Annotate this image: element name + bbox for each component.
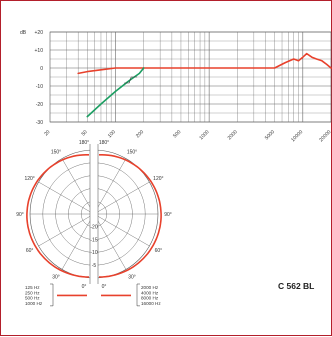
x-tick-label: 200 xyxy=(135,129,145,139)
angle-label-left: 0° xyxy=(82,284,87,290)
y-tick-label: +20 xyxy=(35,30,44,36)
filter-switch-symbol xyxy=(124,76,138,84)
y-tick-label: -30 xyxy=(36,120,43,126)
legend-label-left: 500 Hz xyxy=(25,296,40,301)
polar-spoke xyxy=(61,158,95,215)
polar-spoke xyxy=(38,213,95,247)
y-tick-label: -10 xyxy=(36,84,43,90)
y-tick-label: +10 xyxy=(35,48,44,54)
angle-label-left: 120° xyxy=(24,176,34,182)
x-tick-label: 100 xyxy=(107,129,117,139)
angle-label-right: 180° xyxy=(99,140,109,146)
legend-label-right: 2000 Hz xyxy=(141,285,159,290)
x-tick-label: 500 xyxy=(172,129,182,139)
db-unit-label: dB xyxy=(20,30,27,36)
legend-bracket-left xyxy=(50,283,54,307)
polar-spoke xyxy=(93,213,127,270)
angle-label-right: 150° xyxy=(127,150,137,156)
polar-spoke xyxy=(61,213,95,270)
angle-label-right: 120° xyxy=(153,176,163,182)
radial-tick-label: -15 xyxy=(90,237,97,243)
angle-label-left: 180° xyxy=(79,140,89,146)
legend-label-right: 8000 Hz xyxy=(141,296,159,301)
y-tick-label: 0 xyxy=(40,66,43,72)
polar-curve-left xyxy=(26,154,89,278)
polar-divider xyxy=(90,142,98,286)
polar-spoke xyxy=(38,181,95,215)
low-cut-curve xyxy=(86,67,145,118)
angle-label-left: 90° xyxy=(16,212,24,218)
angle-label-left: 60° xyxy=(26,248,34,254)
polar-spoke xyxy=(93,213,150,247)
legend-label-left: 1000 Hz xyxy=(25,301,43,306)
x-tick-label: 20 xyxy=(43,129,51,137)
angle-label-right: 30° xyxy=(128,274,136,280)
angle-label-left: 150° xyxy=(51,150,61,156)
radial-tick-label: -10 xyxy=(90,250,97,256)
y-tick-label: -20 xyxy=(36,102,43,108)
polar-spoke xyxy=(93,181,150,215)
legend-bracket-right xyxy=(136,283,140,307)
polar-spoke xyxy=(93,158,127,215)
response-curve xyxy=(77,52,332,75)
polar-curve-right xyxy=(99,154,162,278)
legend-label-left: 250 Hz xyxy=(25,290,40,295)
angle-label-right: 0° xyxy=(102,284,107,290)
x-tick-label: 50 xyxy=(81,129,89,137)
legend-label-right: 16000 Hz xyxy=(141,301,161,306)
frequency-response-chart: +20+100-10-20-30 20 50 100 200 500 1000 2000 50… xyxy=(20,30,332,143)
radial-tick-label: -20 xyxy=(90,225,97,231)
angle-label-left: 30° xyxy=(52,274,60,280)
angle-label-right: 60° xyxy=(155,248,163,254)
legend-label-right: 4000 Hz xyxy=(141,290,159,295)
radial-tick-label: -5 xyxy=(92,263,97,269)
angle-label-right: 90° xyxy=(164,212,172,218)
legend-label-left: 125 Hz xyxy=(25,285,40,290)
